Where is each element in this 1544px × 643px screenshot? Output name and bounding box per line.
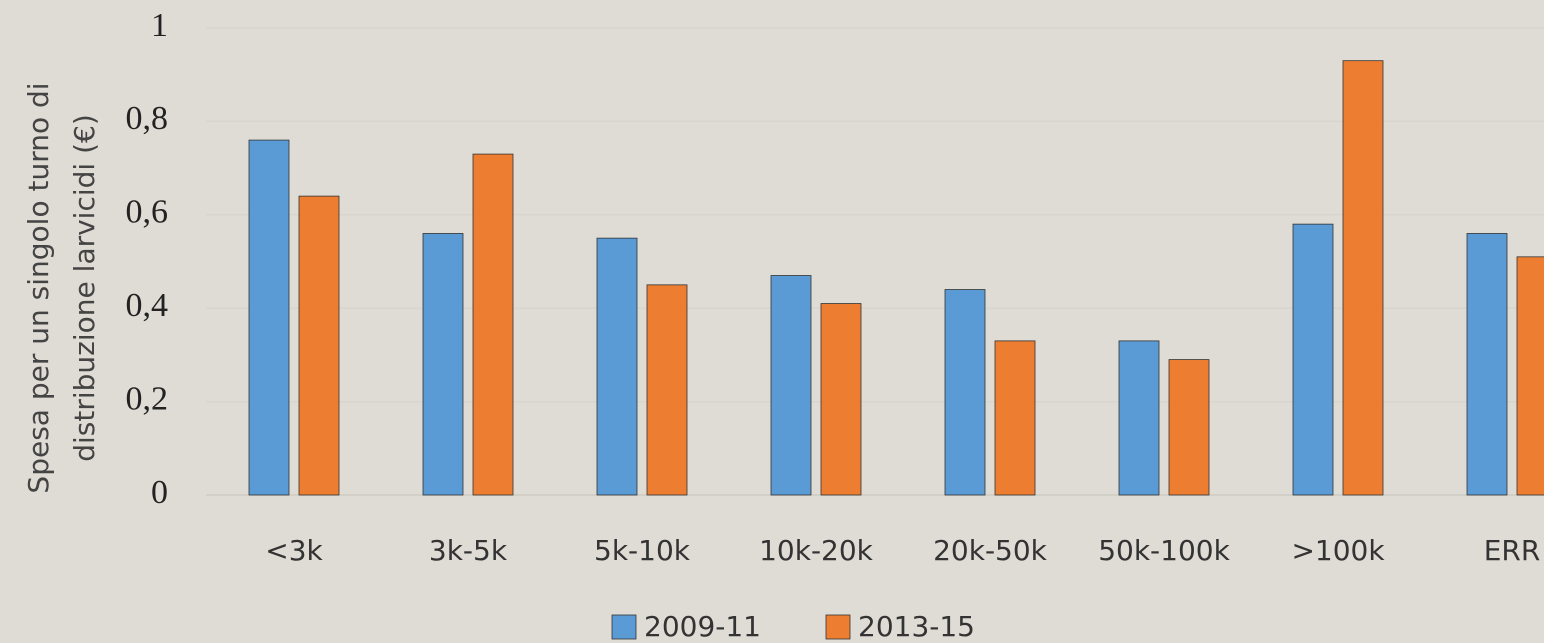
x-tick-label: 50k-100k — [1098, 534, 1230, 567]
legend-label: 2013-15 — [858, 610, 975, 643]
bar — [770, 275, 812, 496]
bar — [596, 237, 638, 496]
bar — [422, 233, 464, 496]
y-tick-label: 0,8 — [126, 100, 169, 137]
y-tick-label: 0,4 — [126, 287, 169, 324]
bar — [1342, 60, 1384, 496]
y-tick-label: 0,6 — [126, 194, 169, 231]
x-tick-label: 10k-20k — [759, 534, 874, 567]
bar — [472, 153, 514, 496]
x-tick-label: >100k — [1291, 534, 1385, 567]
bar — [1466, 233, 1508, 496]
y-tick-label: 0,2 — [126, 380, 169, 417]
bar — [944, 289, 986, 496]
y-axis-label: Spesa per un singolo turno di — [22, 82, 55, 493]
bar — [298, 195, 340, 496]
x-tick-label: 20k-50k — [933, 534, 1048, 567]
bar — [1118, 340, 1160, 496]
legend-label: 2009-11 — [644, 610, 761, 643]
legend-swatch — [611, 614, 637, 640]
y-axis-label: distribuzione larvicidi (€) — [68, 114, 101, 462]
y-tick-label: 1 — [151, 7, 168, 44]
x-tick-label: ERR — [1484, 534, 1541, 567]
x-tick-label: <3k — [265, 534, 323, 567]
x-tick-label: 5k-10k — [594, 534, 691, 567]
bar — [1292, 223, 1334, 496]
legend-swatch — [825, 614, 851, 640]
bar — [820, 303, 862, 496]
bar — [646, 284, 688, 496]
bar — [1168, 359, 1210, 496]
x-tick-label: 3k-5k — [429, 534, 508, 567]
bar — [994, 340, 1036, 496]
y-tick-label: 0 — [151, 474, 168, 511]
bar — [1516, 256, 1544, 496]
bar — [248, 139, 290, 496]
